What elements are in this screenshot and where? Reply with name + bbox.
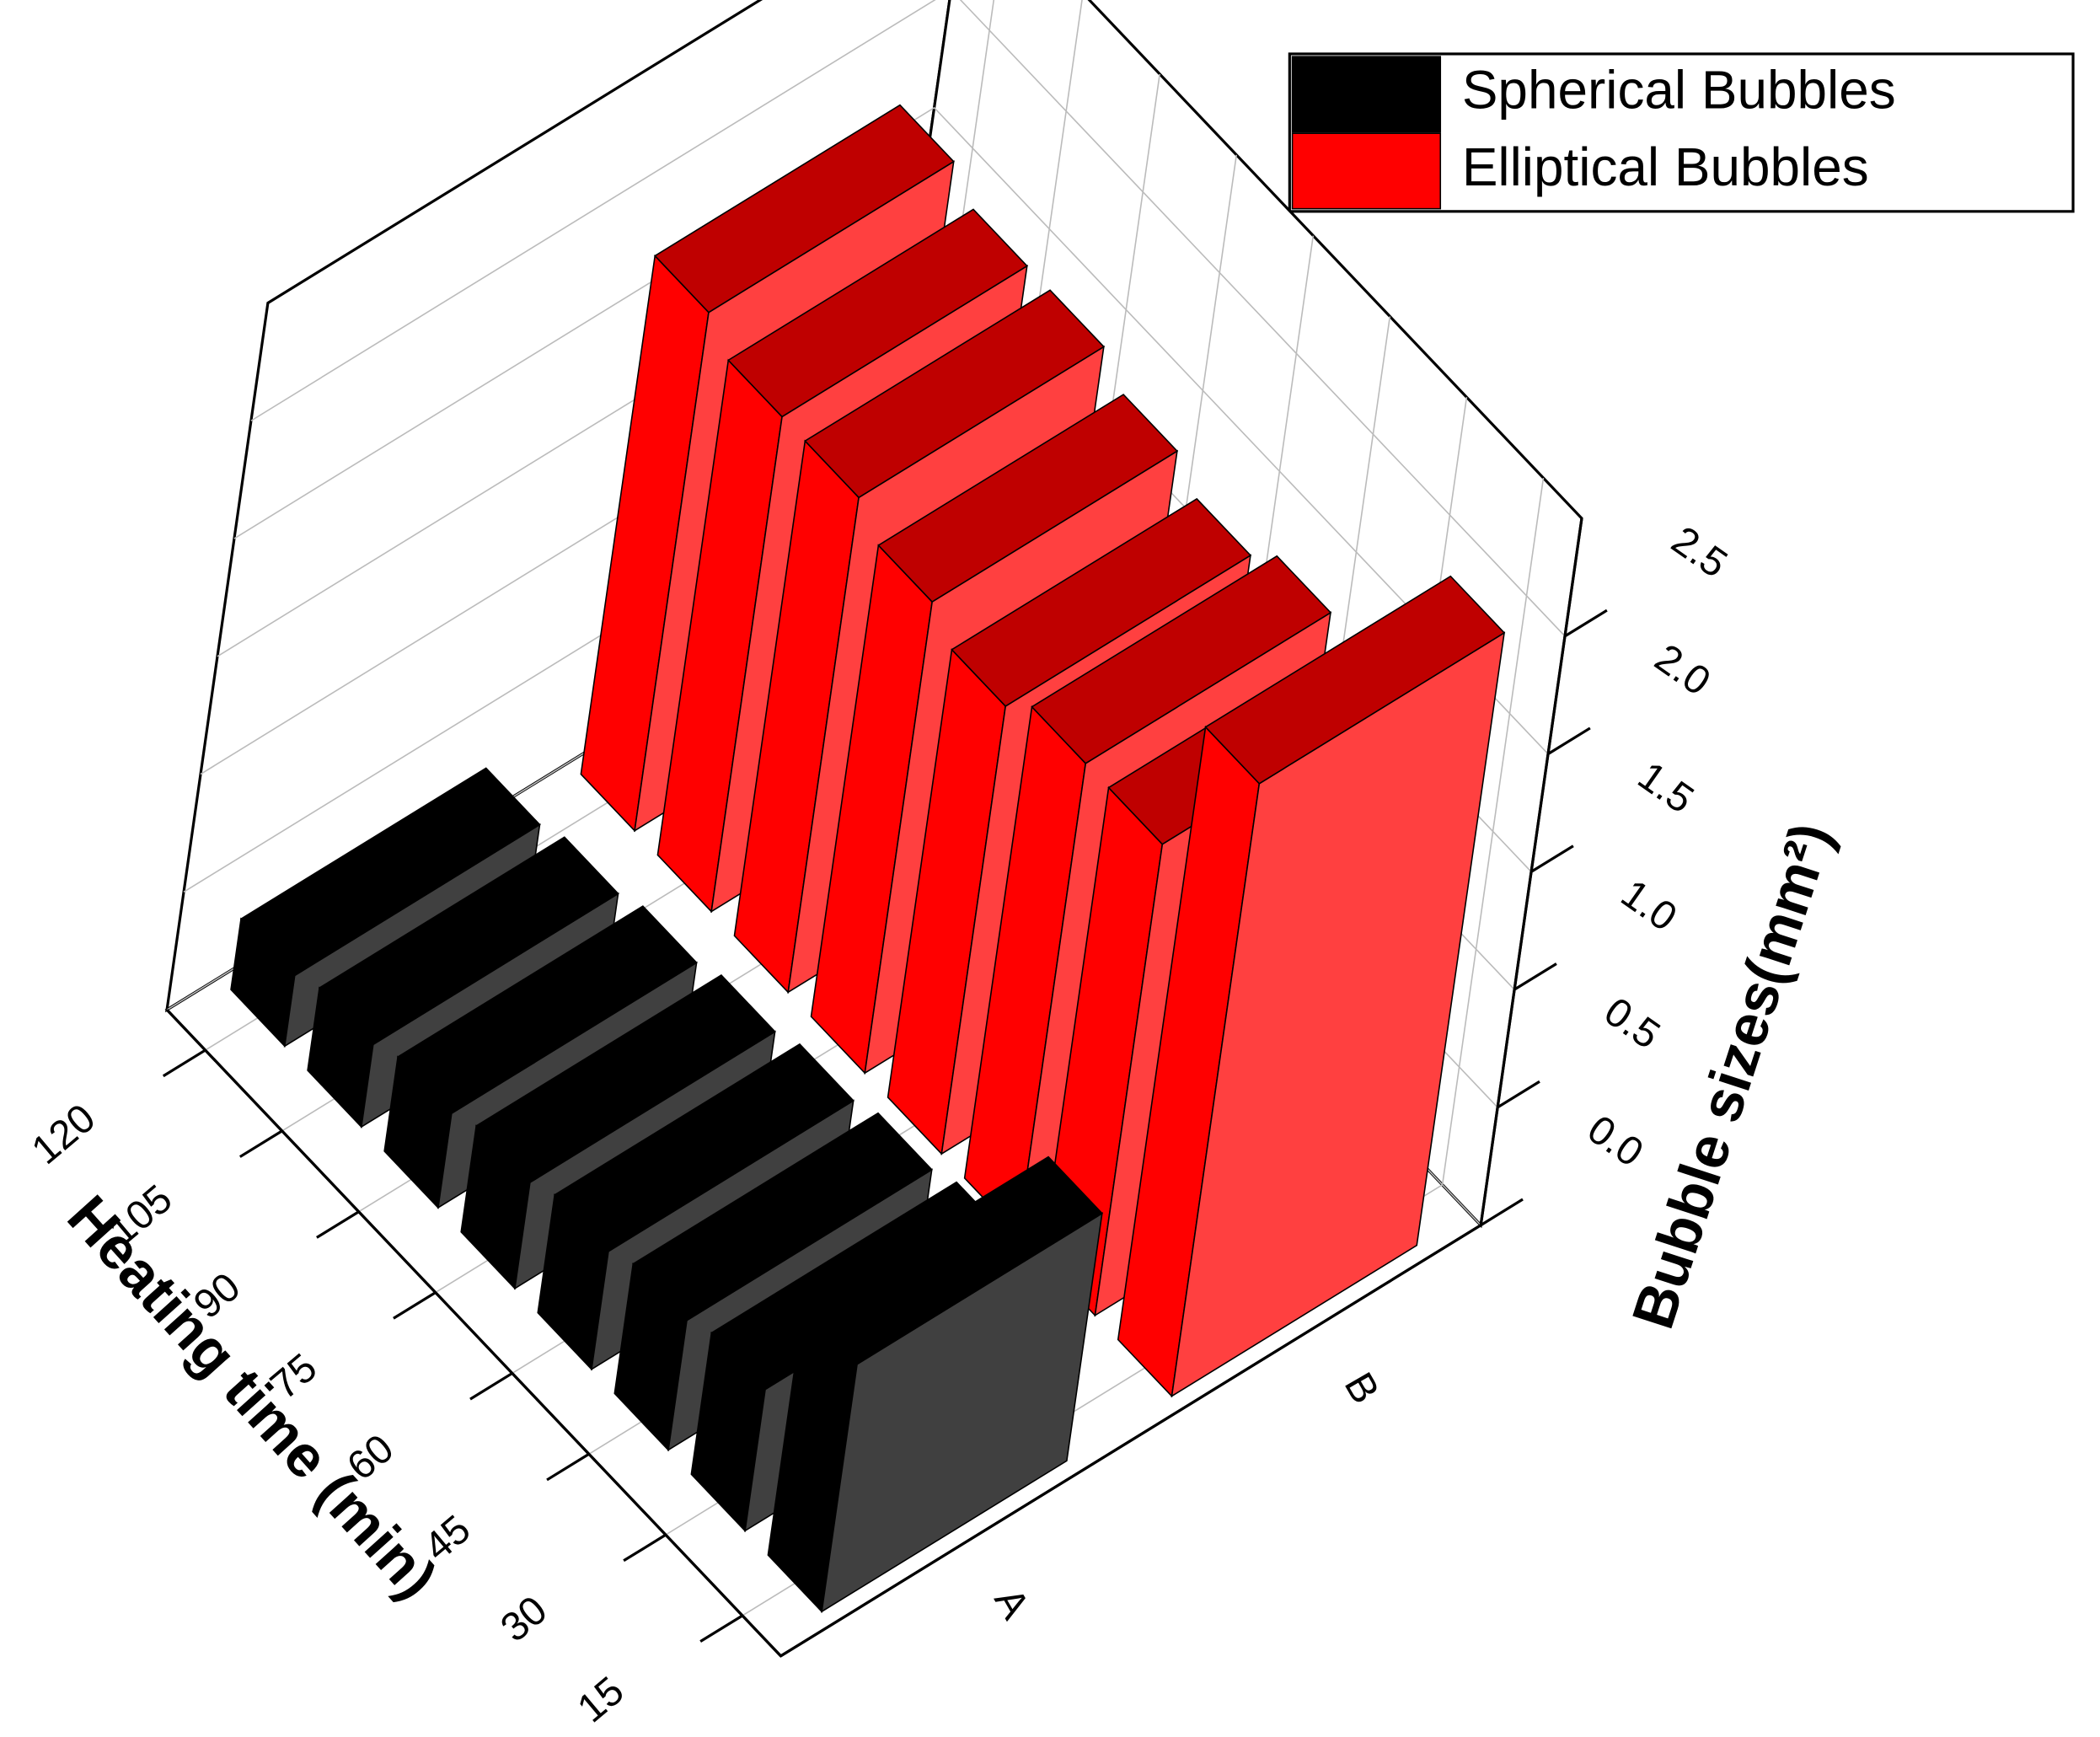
legend-label: Elliptical Bubbles	[1462, 137, 1869, 197]
bar	[1117, 575, 1506, 1398]
legend-swatch	[1291, 132, 1442, 210]
bar-top	[727, 208, 1029, 418]
x-tick-label: 120	[24, 1096, 104, 1173]
bar-top	[877, 394, 1179, 603]
bar-top	[804, 289, 1106, 499]
z-tick	[1513, 962, 1557, 991]
bar-top	[653, 104, 955, 314]
bar-top	[239, 767, 541, 977]
x-tick-label: 15	[570, 1669, 633, 1732]
x-tick	[546, 1452, 590, 1482]
z-tick-label: 0.0	[1579, 1107, 1651, 1176]
bar-top	[1031, 555, 1332, 764]
z-tick-label: 1.0	[1613, 871, 1685, 941]
x-tick	[469, 1372, 513, 1401]
z-tick	[1480, 1198, 1524, 1227]
z-tick	[1497, 1080, 1540, 1109]
z-tick-label: 2.0	[1647, 635, 1718, 705]
legend-label: Spherical Bubbles	[1462, 60, 1896, 121]
bar-top	[951, 497, 1252, 707]
x-tick	[162, 1048, 206, 1078]
category-label: B	[1336, 1365, 1388, 1411]
bar-top	[318, 836, 619, 1046]
bar-top	[553, 1043, 854, 1252]
bar-top	[802, 1155, 1104, 1365]
z-tick	[1530, 844, 1574, 873]
x-tick-label: 30	[493, 1588, 556, 1651]
legend-swatch	[1291, 56, 1442, 133]
legend: Spherical Bubbles Elliptical Bubbles	[1288, 52, 2075, 213]
grid-line	[233, 106, 1549, 755]
z-tick-label: 2.5	[1663, 518, 1735, 587]
bar-top	[632, 1112, 934, 1322]
z-tick	[1564, 608, 1608, 638]
axis-line	[779, 1224, 1482, 1658]
z-tick	[1547, 726, 1591, 755]
bar	[767, 1155, 1104, 1613]
z-tick-label: 1.5	[1630, 753, 1701, 823]
category-label: A	[985, 1581, 1037, 1627]
x-tick	[238, 1129, 283, 1158]
x-tick	[623, 1533, 667, 1563]
z-tick-label: 0.5	[1596, 989, 1668, 1059]
bar-top	[396, 905, 698, 1115]
bar-top	[1204, 575, 1506, 785]
grid-line	[250, 0, 1566, 637]
x-tick	[393, 1291, 437, 1320]
x-tick	[699, 1614, 743, 1643]
bar-top	[474, 973, 776, 1184]
x-tick	[316, 1210, 360, 1239]
axis-line	[165, 1009, 782, 1657]
